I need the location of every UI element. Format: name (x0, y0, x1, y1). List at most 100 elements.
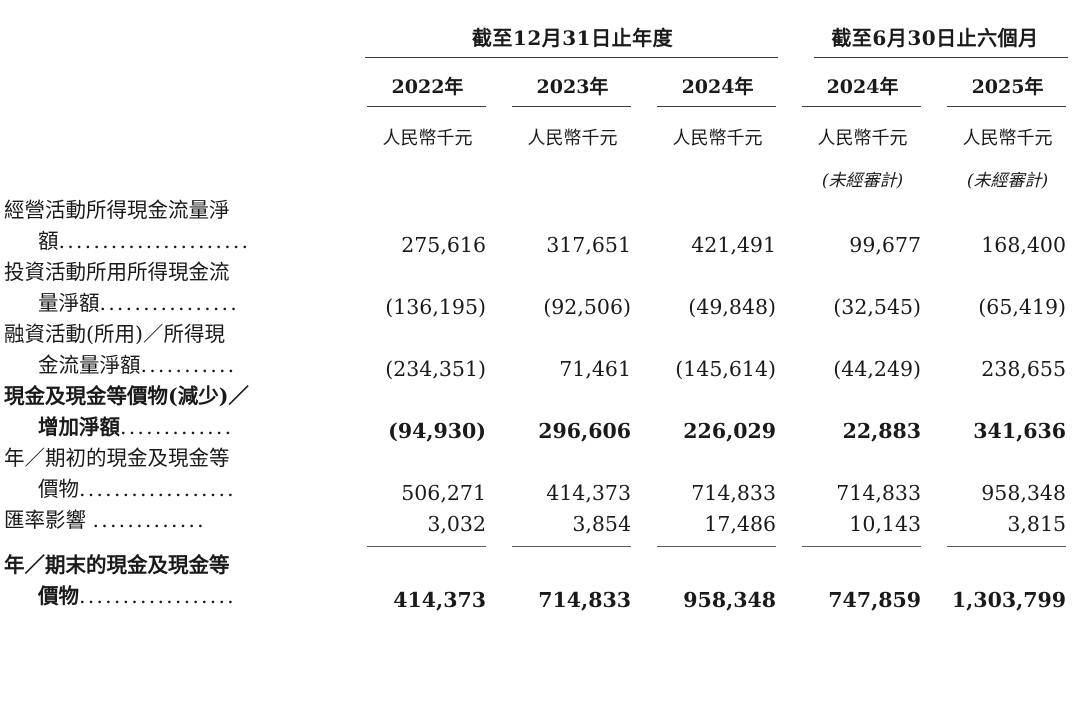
group-rule-interim (790, 57, 1080, 58)
horizontal-rule (657, 546, 777, 547)
group-rule-annual (355, 57, 790, 58)
unit-header-row: 人民幣千元 人民幣千元 人民幣千元 人民幣千元 人民幣千元 (0, 107, 1080, 150)
horizontal-rule (512, 546, 631, 547)
cell-value: (92,506) (543, 295, 631, 319)
cell-value: (234,351) (385, 357, 486, 381)
row-label-line1: 融資活動(所用)／所得現 (4, 322, 225, 346)
year-header-2025-interim: 2025年 (935, 58, 1080, 106)
cell-value: (44,249) (833, 357, 922, 381)
cell-value: 421,491 (691, 233, 777, 257)
unit-header-label: 人民幣千元 (672, 128, 763, 149)
column-group-rule-row (0, 57, 1080, 58)
cell-value: (49,848) (688, 295, 777, 319)
year-rule-cell (500, 106, 645, 107)
leader-dots: ........... (140, 353, 237, 377)
horizontal-rule (802, 106, 922, 107)
spacer-cell (0, 150, 355, 191)
spacer-cell (0, 536, 355, 550)
unit-header-label: 人民幣千元 (817, 128, 908, 149)
audit-note-row: (未經審計) (未經審計) (0, 150, 1080, 191)
column-group-interim: 截至6月30日止六個月 (790, 0, 1080, 57)
table-row: 現金及現金等價物(減少)／ 增加淨額............. (94,930)… (0, 381, 1080, 443)
total-rule-cell (790, 536, 935, 550)
column-group-interim-label: 截至6月30日止六個月 (831, 26, 1039, 50)
row-label-opening-cash-balance: 年／期初的現金及現金等 價物.................. (0, 443, 355, 505)
total-rule-cell (935, 536, 1080, 550)
leader-dots: ............. (92, 508, 206, 532)
table-row: 投資活動所用所得現金流 量淨額................ (136,195… (0, 257, 1080, 319)
cell-value: 414,373 (546, 481, 631, 505)
unit-header-label: 人民幣千元 (527, 128, 618, 149)
leader-dots: .................. (79, 477, 236, 501)
horizontal-rule (367, 106, 486, 107)
audit-note: (未經審計) (966, 170, 1049, 191)
row-label-net-change-in-cash: 現金及現金等價物(減少)／ 增加淨額............. (0, 381, 355, 443)
row-label-line1: 匯率影響 ............. (4, 508, 206, 532)
financial-table: 截至12月31日止年度 截至6月30日止六個月 2022年 2023年 2024… (0, 0, 1080, 612)
leader-dots: .................. (79, 584, 236, 608)
horizontal-rule (365, 57, 779, 58)
row-label-line1: 經營活動所得現金流量淨 (4, 198, 230, 222)
cell-value: 22,883 (842, 419, 922, 443)
year-header-label: 2022年 (391, 76, 464, 98)
year-rule-row (0, 106, 1080, 107)
cell-value: 3,854 (572, 512, 631, 536)
cell-value: (65,419) (978, 295, 1067, 319)
row-label-line2: 價物.................. (38, 584, 236, 608)
table-row-total: 年／期末的現金及現金等 價物.................. 414,373… (0, 550, 1080, 612)
cell-value: 3,815 (1007, 512, 1067, 536)
cell-value: 296,606 (538, 419, 631, 443)
total-separator-row (0, 536, 1080, 550)
cell-value: 414,373 (393, 588, 486, 612)
row-label-investing-cash-flow: 投資活動所用所得現金流 量淨額................ (0, 257, 355, 319)
cell-value: 958,348 (981, 481, 1067, 505)
row-label-closing-cash-balance: 年／期末的現金及現金等 價物.................. (0, 550, 355, 612)
cell-value: 71,461 (559, 357, 631, 381)
column-group-annual: 截至12月31日止年度 (355, 0, 790, 57)
total-rule-cell (645, 536, 790, 550)
cell-value: 17,486 (704, 512, 777, 536)
cell-value: 747,859 (828, 588, 922, 612)
cell-value: 238,655 (981, 357, 1067, 381)
year-header-2024-annual: 2024年 (645, 58, 790, 106)
row-label-line2: 金流量淨額........... (38, 353, 237, 377)
horizontal-rule (947, 546, 1067, 547)
row-label-line2: 量淨額................ (38, 291, 239, 315)
unit-header-label: 人民幣千元 (962, 128, 1053, 149)
table-row: 融資活動(所用)／所得現 金流量淨額........... (234,351) … (0, 319, 1080, 381)
row-label-exchange-rate-effect: 匯率影響 ............. (0, 505, 355, 536)
table-row: 經營活動所得現金流量淨 額...................... 275,… (0, 195, 1080, 257)
horizontal-rule (802, 546, 922, 547)
audit-note (500, 150, 645, 191)
row-label-line1: 投資活動所用所得現金流 (4, 260, 230, 284)
year-header-2024-interim: 2024年 (790, 58, 935, 106)
row-label-financing-cash-flow: 融資活動(所用)／所得現 金流量淨額........... (0, 319, 355, 381)
cell-value: 506,271 (401, 481, 486, 505)
cell-value: (145,614) (675, 357, 777, 381)
horizontal-rule (657, 106, 777, 107)
horizontal-rule (367, 546, 486, 547)
year-rule-cell (645, 106, 790, 107)
cell-value: 3,032 (427, 512, 486, 536)
spacer-cell (0, 58, 355, 106)
year-rule-cell (355, 106, 500, 107)
total-rule-cell (355, 536, 500, 550)
row-label-line1: 年／期初的現金及現金等 (4, 446, 230, 470)
spacer-cell (0, 107, 355, 150)
cell-value: 1,303,799 (951, 588, 1067, 612)
year-header-label: 2024年 (826, 76, 899, 98)
horizontal-rule (512, 106, 631, 107)
leader-dots: ................ (99, 291, 239, 315)
year-header-label: 2024年 (681, 76, 754, 98)
row-label-operating-cash-flow: 經營活動所得現金流量淨 額...................... (0, 195, 355, 257)
audit-note (645, 150, 790, 191)
column-group-annual-label: 截至12月31日止年度 (471, 26, 674, 50)
cell-value: 341,636 (973, 419, 1067, 443)
table-row: 年／期初的現金及現金等 價物.................. 506,271… (0, 443, 1080, 505)
row-label-line1: 年／期末的現金及現金等 (4, 553, 230, 577)
cell-value: (136,195) (385, 295, 486, 319)
horizontal-rule (947, 106, 1067, 107)
leader-dots: ...................... (58, 229, 251, 253)
horizontal-rule (814, 57, 1069, 58)
column-group-title-row: 截至12月31日止年度 截至6月30日止六個月 (0, 0, 1080, 57)
